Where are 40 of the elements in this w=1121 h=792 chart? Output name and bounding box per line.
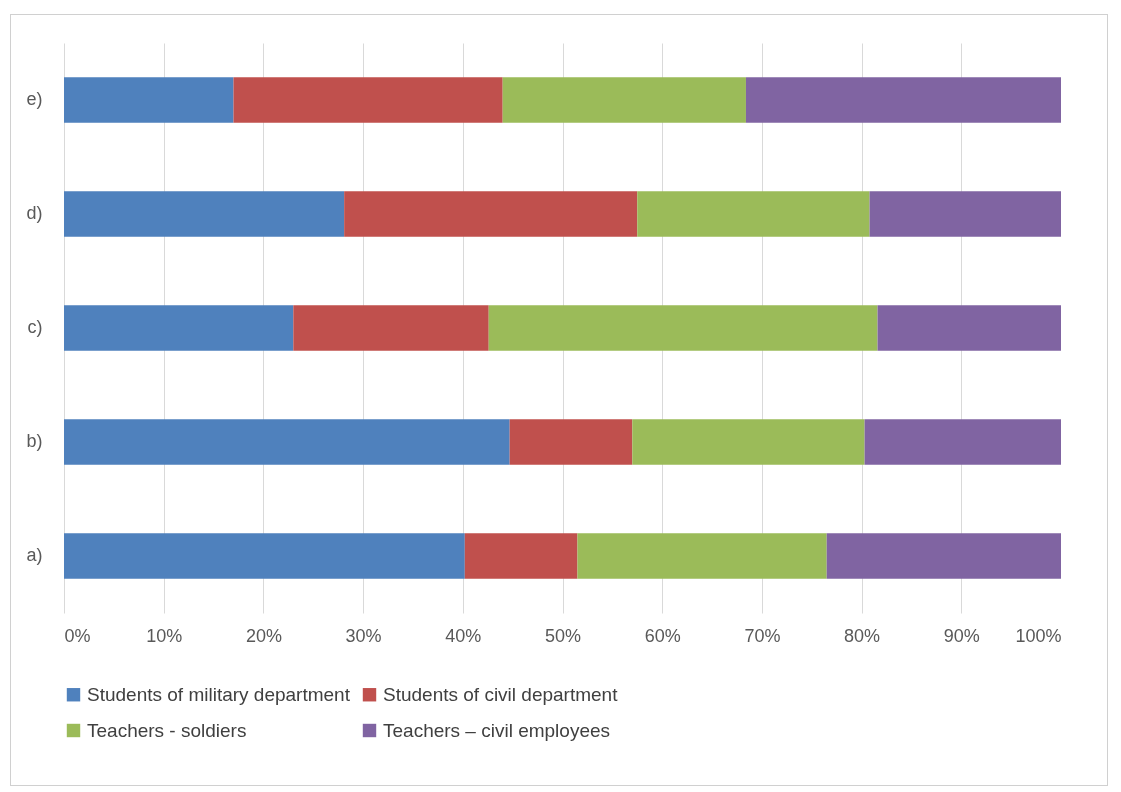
- bar: [826, 533, 1061, 579]
- bar: [488, 305, 878, 351]
- bar: [509, 419, 633, 465]
- legend-label: Teachers - soldiers: [87, 719, 247, 741]
- y-tick-label: e): [26, 89, 43, 109]
- y-tick-label: a): [26, 545, 43, 565]
- bar: [745, 77, 1061, 123]
- x-tick-label: 80%: [844, 625, 881, 646]
- x-tick-label: 60%: [644, 625, 681, 646]
- bar: [577, 533, 827, 579]
- x-tick-label: 70%: [744, 625, 781, 646]
- bar: [64, 533, 465, 579]
- x-tick-label: 0%: [64, 625, 91, 646]
- x-tick-label: 20%: [245, 625, 282, 646]
- bar: [502, 77, 746, 123]
- x-tick-label: 100%: [1015, 625, 1062, 646]
- x-tick-label: 30%: [345, 625, 382, 646]
- y-tick-label: c): [27, 317, 43, 337]
- y-tick-label: d): [26, 203, 43, 223]
- bar: [869, 191, 1061, 237]
- bar: [632, 419, 865, 465]
- bar: [293, 305, 489, 351]
- legend-label: Students of military department: [87, 683, 351, 705]
- bar: [464, 533, 578, 579]
- bar: [637, 191, 870, 237]
- bar: [864, 419, 1061, 465]
- legend-label: Teachers – civil employees: [383, 719, 611, 741]
- bar: [64, 191, 345, 237]
- legend-label: Students of civil department: [383, 683, 619, 705]
- x-tick-label: 10%: [146, 625, 183, 646]
- x-tick-label: 40%: [445, 625, 482, 646]
- bar: [233, 77, 503, 123]
- y-tick-label: b): [26, 431, 43, 451]
- x-tick-label: 50%: [544, 625, 582, 646]
- bar: [64, 77, 234, 123]
- bar: [64, 305, 294, 351]
- bar: [877, 305, 1061, 351]
- bar: [64, 419, 510, 465]
- bar: [344, 191, 638, 237]
- x-tick-label: 90%: [943, 625, 980, 646]
